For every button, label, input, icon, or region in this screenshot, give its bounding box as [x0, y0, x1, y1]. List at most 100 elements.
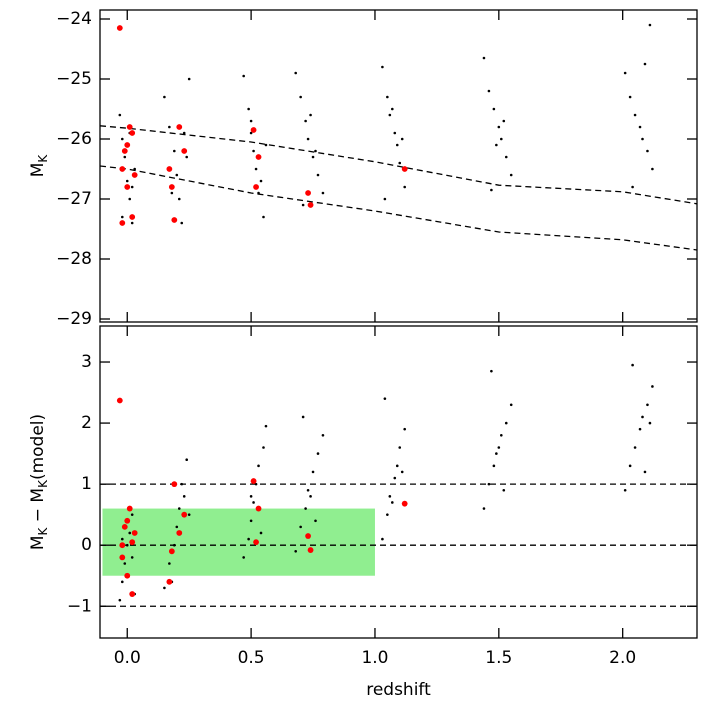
data-point — [124, 142, 131, 148]
data-point — [163, 586, 166, 590]
data-point — [482, 56, 486, 60]
data-point — [646, 403, 649, 407]
data-point — [502, 488, 506, 492]
data-point — [304, 507, 307, 510]
data-point — [125, 179, 129, 183]
data-point — [124, 184, 131, 190]
y-axis-label-subscript: K — [36, 479, 50, 488]
data-point — [166, 578, 173, 585]
data-point — [492, 107, 496, 111]
data-point — [130, 185, 134, 189]
plot-frame — [99, 325, 698, 639]
data-point — [321, 191, 325, 195]
data-point — [314, 519, 317, 523]
data-point — [502, 119, 506, 123]
data-point — [646, 149, 649, 153]
data-point — [628, 95, 632, 99]
y-tick-label: −24 — [56, 9, 92, 29]
data-point — [262, 446, 265, 449]
data-point — [119, 554, 126, 561]
y-tick-label: −29 — [56, 309, 92, 329]
data-point — [187, 77, 191, 81]
data-point — [124, 572, 131, 579]
data-point — [648, 23, 652, 27]
data-point — [311, 155, 315, 159]
data-point — [130, 513, 134, 516]
data-point — [121, 523, 128, 530]
y-tick-label: 2 — [81, 413, 92, 433]
data-point — [314, 149, 317, 153]
data-point — [393, 476, 397, 480]
data-point — [177, 197, 181, 201]
data-point — [393, 131, 397, 135]
x-tick-label: 2.0 — [609, 648, 636, 668]
data-point — [121, 148, 128, 154]
data-point — [126, 505, 133, 512]
y-tick-label: −25 — [56, 69, 92, 89]
x-tick-label: 1.5 — [485, 648, 512, 668]
data-point — [249, 519, 253, 523]
data-point — [403, 185, 406, 189]
y-axis-label-subscript: K — [36, 527, 50, 536]
data-point — [403, 427, 406, 431]
data-point — [133, 167, 136, 171]
data-point — [254, 482, 258, 486]
data-point — [641, 415, 644, 419]
data-point — [123, 155, 127, 159]
highlight-region — [102, 508, 375, 576]
data-point — [129, 539, 136, 546]
data-point — [255, 505, 262, 512]
data-point — [175, 173, 179, 177]
data-point — [306, 137, 310, 141]
y-tick-label: −26 — [56, 129, 92, 149]
data-point — [301, 203, 305, 207]
data-point — [168, 548, 175, 555]
y-axis-label-part: (model) — [28, 414, 48, 480]
data-point — [119, 166, 126, 172]
x-tick-label: 0.0 — [114, 648, 141, 668]
data-point — [118, 113, 122, 117]
data-point — [623, 488, 627, 492]
data-point — [497, 125, 501, 129]
data-point — [181, 148, 188, 154]
data-point — [490, 188, 493, 192]
data-point — [641, 137, 644, 141]
data-point — [487, 89, 491, 93]
data-point — [255, 154, 262, 160]
y-tick-label: −28 — [56, 249, 92, 269]
data-point — [264, 424, 268, 428]
data-point — [247, 107, 250, 111]
data-point — [124, 517, 131, 524]
y-tick-label: 3 — [81, 352, 92, 372]
data-point — [128, 197, 132, 201]
data-point — [131, 530, 138, 536]
data-point — [187, 513, 191, 516]
data-point — [173, 543, 176, 547]
data-point — [321, 433, 325, 437]
data-point — [504, 155, 508, 159]
data-point — [307, 547, 314, 553]
data-point — [504, 421, 508, 425]
data-point — [259, 179, 263, 183]
data-point — [400, 470, 404, 474]
data-point — [168, 184, 175, 190]
data-point — [166, 166, 173, 172]
data-point — [638, 427, 642, 431]
data-point — [176, 124, 183, 130]
model-line — [99, 125, 698, 205]
data-point — [168, 125, 171, 129]
data-point — [130, 221, 134, 225]
data-point — [120, 580, 124, 584]
data-point — [185, 458, 189, 462]
data-point — [395, 464, 399, 468]
data-point — [250, 478, 257, 484]
data-point — [129, 130, 136, 136]
data-point — [119, 220, 126, 226]
data-point — [482, 507, 486, 510]
data-point — [171, 217, 178, 223]
x-axis-label: redshift — [366, 680, 431, 700]
data-point — [175, 525, 179, 529]
data-point — [254, 167, 258, 171]
data-point — [509, 173, 513, 177]
